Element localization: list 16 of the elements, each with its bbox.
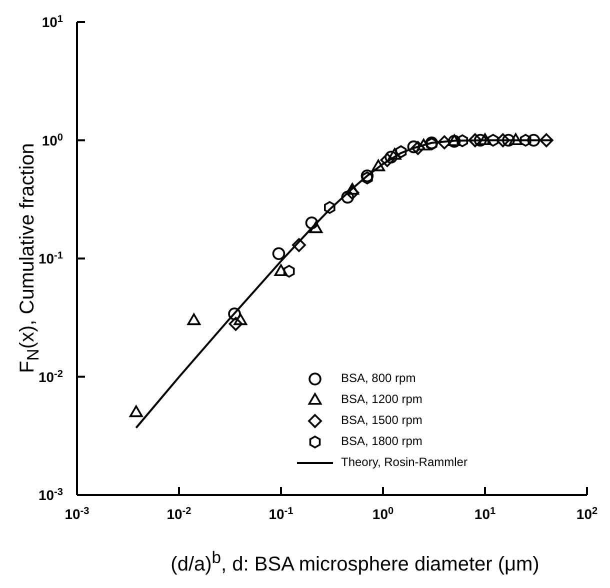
x-tick-label: 10$^{-1}$ — [268, 506, 294, 522]
y-tick-label: 10$^{1}$ — [42, 14, 64, 30]
legend-label: BSA, 800 rpm — [341, 370, 416, 387]
x-tick-label: 10$^{1}$ — [474, 506, 496, 522]
legend-label: Theory, Rosin-Rammler — [341, 454, 468, 471]
y-tick-label: 10$^{-3}$ — [38, 486, 64, 503]
legend-label: BSA, 1200 rpm — [341, 391, 422, 408]
x-tick-label: 10$^{2}$ — [576, 506, 598, 522]
x-axis-title: (d/a)$^{b}$, d: BSA microsphere diameter (μm) — [170, 548, 540, 577]
legend-label: BSA, 1800 rpm — [341, 433, 422, 450]
y-tick-label: 10$^{-2}$ — [38, 368, 64, 385]
x-tick-label: 10$^{0}$ — [372, 506, 394, 522]
x-tick-label: 10$^{-2}$ — [166, 506, 192, 522]
legend-label: BSA, 1500 rpm — [341, 412, 422, 429]
y-tick-label: 10$^{0}$ — [42, 132, 64, 148]
x-tick-label: 10$^{-3}$ — [64, 506, 90, 522]
